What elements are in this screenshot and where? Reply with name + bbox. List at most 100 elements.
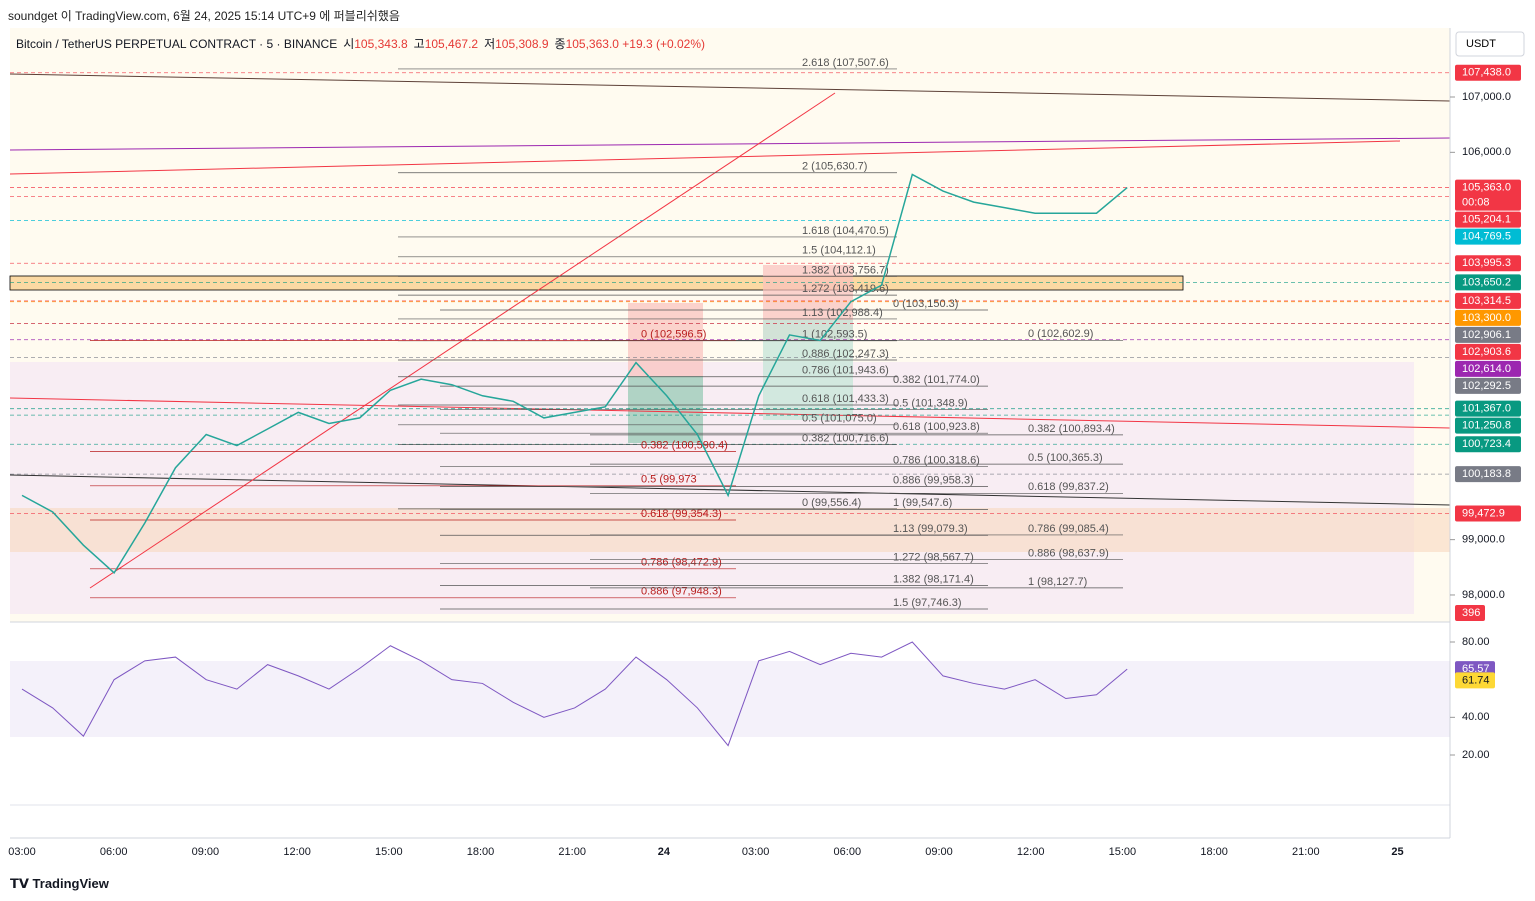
ohlc-key: 시 <box>343 37 355 51</box>
price-tick-label: 107,000.0 <box>1462 91 1511 103</box>
fib-label: 0.786 (101,943.6) <box>802 365 889 377</box>
trendline <box>9 474 1451 506</box>
price-badge <box>1455 309 1521 326</box>
fib-label: 0.382 (100,893.4) <box>1028 423 1115 435</box>
fib-label: 1.382 (98,171.4) <box>893 573 974 585</box>
price-badge-label: 103,314.5 <box>1462 295 1511 307</box>
fib-label: 0.786 (98,472.9) <box>641 557 722 569</box>
price-badge <box>1455 360 1521 377</box>
price-tick-label: 99,000.0 <box>1462 534 1505 546</box>
rsi-tick-label: 20.00 <box>1462 749 1490 761</box>
rsi-line <box>21 641 1128 747</box>
zone <box>9 275 1184 291</box>
footer: TradingView <box>32 876 109 891</box>
price-badge <box>1455 292 1521 309</box>
rsi-pane <box>10 622 1450 770</box>
rsi-badge-label: 61.74 <box>1462 674 1490 686</box>
price-badge-label: 105,363.0 <box>1462 181 1511 193</box>
rsi-band <box>10 661 1450 737</box>
price-badge <box>1455 179 1521 211</box>
rsi-tick-label: 80.00 <box>1462 636 1490 648</box>
currency-button[interactable] <box>1455 31 1525 57</box>
fib-label: 0 (99,556.4) <box>802 497 861 509</box>
position-box <box>763 265 853 340</box>
rsi-badge-label: 65.57 <box>1462 663 1490 675</box>
fib-label: 2 (105,630.7) <box>802 161 867 173</box>
price-badge-label: 102,903.6 <box>1462 346 1511 358</box>
fib-label: 0.886 (97,948.3) <box>641 586 722 598</box>
price-badge <box>1455 436 1521 453</box>
price-badge-label: 100,723.4 <box>1462 438 1511 450</box>
fib-label: 0.5 (101,348.9) <box>893 398 968 410</box>
price-badge <box>1455 64 1521 81</box>
price-badge <box>1455 377 1521 394</box>
ohlc-value: 105,363.0 <box>565 37 619 51</box>
time-label: 06:00 <box>100 846 128 858</box>
price-badge-label: 103,650.2 <box>1462 276 1511 288</box>
fib-label: 0.618 (99,354.3) <box>641 508 722 520</box>
price-badge-label: 105,204.1 <box>1462 213 1511 225</box>
countdown: 00:08 <box>1462 196 1490 208</box>
price-badge <box>1455 274 1521 291</box>
price-badge-label: 102,906.1 <box>1462 329 1511 341</box>
fib-label: 1 (102,593.5) <box>802 329 867 341</box>
price-badge <box>1455 326 1521 343</box>
rsi-badge <box>1455 661 1495 678</box>
rsi-tick-label: 40.00 <box>1462 711 1490 723</box>
price-badge <box>1455 211 1521 228</box>
ohlc-value: 105,308.9 <box>495 37 549 51</box>
price-badge-label: 102,292.5 <box>1462 380 1511 392</box>
price-badge <box>1455 255 1521 272</box>
fib-label: 1 (98,127.7) <box>1028 576 1087 588</box>
time-label: 03:00 <box>8 846 36 858</box>
fib-label: 0.5 (101,075.0) <box>802 413 877 425</box>
time-label: 06:00 <box>834 846 862 858</box>
fib-label: 0 (102,596.5) <box>641 329 706 341</box>
fib-label: 0.5 (99,973 <box>641 474 697 486</box>
trendline <box>9 73 1451 102</box>
fib-label: 0.382 (101,774.0) <box>893 374 980 386</box>
price-line-series <box>21 173 1128 574</box>
price-badge-label: 104,769.5 <box>1462 230 1511 242</box>
time-label: 09:00 <box>925 846 953 858</box>
currency: USDT <box>1466 38 1496 50</box>
fib-label: 1.5 (104,112.1) <box>802 245 876 257</box>
symbol: Bitcoin / TetherUS PERPETUAL CONTRACT · … <box>16 37 338 51</box>
fib-label: 1.272 (98,567.7) <box>893 551 974 563</box>
price-badge <box>1455 466 1521 483</box>
ohlc-value: 105,343.8 <box>354 37 408 51</box>
fib-label: 2.618 (107,507.6) <box>802 57 889 69</box>
time-label: 12:00 <box>1017 846 1045 858</box>
price-badge-label: 107,438.0 <box>1462 67 1511 79</box>
fib-label: 0.5 (100,365.3) <box>1028 452 1103 464</box>
fib-label: 0.382 (100,716.6) <box>802 433 889 445</box>
fib-label: 0 (103,150.3) <box>893 298 958 310</box>
price-badge-label: 100,183.8 <box>1462 468 1511 480</box>
fib-label: 0.786 (100,318.6) <box>893 455 980 467</box>
trendline <box>89 92 836 589</box>
time-label: 24 <box>658 846 671 858</box>
position-box <box>628 303 703 443</box>
ohlc-key: 고 <box>413 37 425 51</box>
price-badge-label: 103,995.3 <box>1462 257 1511 269</box>
time-label: 15:00 <box>1109 846 1137 858</box>
time-label: 21:00 <box>558 846 586 858</box>
price-badge <box>1455 343 1521 360</box>
price-badge <box>1455 400 1521 417</box>
price-badge-label: 101,367.0 <box>1462 403 1511 415</box>
fib-label: 0 (102,602.9) <box>1028 328 1093 340</box>
fib-label: 1 (99,547.6) <box>893 497 952 509</box>
fib-label: 0.382 (100,590.4) <box>641 440 728 452</box>
price-badge-label: 99,472.9 <box>1462 507 1505 519</box>
fib-label: 0.886 (102,247.3) <box>802 348 889 360</box>
price-badge-label: 101,250.8 <box>1462 420 1511 432</box>
time-label: 09:00 <box>192 846 220 858</box>
price-badge <box>1455 228 1521 245</box>
ohlc-key: 종 <box>554 37 566 51</box>
trendline <box>9 140 1401 175</box>
chart: USDT 107,438.0 107,000.0 106,000.0 105,363.… <box>8 28 1525 858</box>
rsi-badge <box>1455 672 1495 689</box>
time-label: 03:00 <box>742 846 770 858</box>
price-badge-label: 103,300.0 <box>1462 312 1511 324</box>
